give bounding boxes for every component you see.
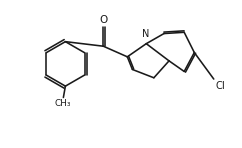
Text: Cl: Cl: [215, 81, 225, 91]
Text: CH₃: CH₃: [55, 99, 71, 108]
Text: N: N: [142, 29, 150, 39]
Text: O: O: [99, 15, 108, 25]
